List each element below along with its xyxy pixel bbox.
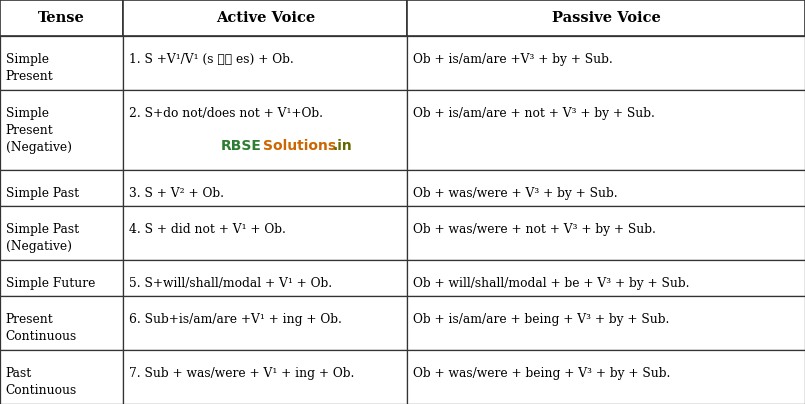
- Text: 3. S + V² + Ob.: 3. S + V² + Ob.: [129, 187, 224, 200]
- Bar: [123, 350, 407, 404]
- Bar: [0, 206, 123, 260]
- Bar: [0, 350, 123, 404]
- Text: Simple Past
(Negative): Simple Past (Negative): [6, 223, 79, 252]
- Text: 1. S +V¹/V¹ (s या es) + Ob.: 1. S +V¹/V¹ (s या es) + Ob.: [129, 53, 294, 66]
- Text: Ob + was/were + V³ + by + Sub.: Ob + was/were + V³ + by + Sub.: [413, 187, 617, 200]
- Text: 7. Sub + was/were + V¹ + ing + Ob.: 7. Sub + was/were + V¹ + ing + Ob.: [129, 367, 354, 380]
- Text: Tense: Tense: [38, 11, 85, 25]
- Text: Simple Future: Simple Future: [6, 277, 95, 290]
- Text: Simple Past: Simple Past: [6, 187, 79, 200]
- Text: 5. S+will/shall/modal + V¹ + Ob.: 5. S+will/shall/modal + V¹ + Ob.: [129, 277, 332, 290]
- Bar: [123, 90, 407, 170]
- Bar: [407, 206, 805, 260]
- Bar: [123, 206, 407, 260]
- Bar: [0, 90, 123, 170]
- Bar: [407, 36, 805, 90]
- Text: Solutions: Solutions: [262, 139, 336, 153]
- Bar: [123, 170, 407, 206]
- Text: RBSE: RBSE: [221, 139, 261, 153]
- Bar: [123, 296, 407, 350]
- Bar: [123, 36, 407, 90]
- Bar: [123, 0, 407, 36]
- Text: Ob + is/am/are + being + V³ + by + Sub.: Ob + is/am/are + being + V³ + by + Sub.: [413, 313, 669, 326]
- Bar: [407, 350, 805, 404]
- Text: Ob + will/shall/modal + be + V³ + by + Sub.: Ob + will/shall/modal + be + V³ + by + S…: [413, 277, 689, 290]
- Text: Simple
Present
(Negative): Simple Present (Negative): [6, 107, 72, 154]
- Bar: [0, 296, 123, 350]
- Text: 4. S + did not + V¹ + Ob.: 4. S + did not + V¹ + Ob.: [129, 223, 286, 236]
- Text: .in: .in: [333, 139, 353, 153]
- Bar: [407, 296, 805, 350]
- Text: Active Voice: Active Voice: [216, 11, 315, 25]
- Bar: [0, 260, 123, 296]
- Text: Ob + is/am/are + not + V³ + by + Sub.: Ob + is/am/are + not + V³ + by + Sub.: [413, 107, 654, 120]
- Text: Ob + is/am/are +V³ + by + Sub.: Ob + is/am/are +V³ + by + Sub.: [413, 53, 613, 66]
- Text: 6. Sub+is/am/are +V¹ + ing + Ob.: 6. Sub+is/am/are +V¹ + ing + Ob.: [129, 313, 341, 326]
- Text: 2. S+do not/does not + V¹+Ob.: 2. S+do not/does not + V¹+Ob.: [129, 107, 323, 120]
- Text: Ob + was/were + being + V³ + by + Sub.: Ob + was/were + being + V³ + by + Sub.: [413, 367, 671, 380]
- Text: Past
Continuous: Past Continuous: [6, 367, 77, 397]
- Bar: [0, 36, 123, 90]
- Text: Passive Voice: Passive Voice: [551, 11, 661, 25]
- Text: Ob + was/were + not + V³ + by + Sub.: Ob + was/were + not + V³ + by + Sub.: [413, 223, 656, 236]
- Bar: [407, 170, 805, 206]
- Bar: [407, 260, 805, 296]
- Bar: [0, 170, 123, 206]
- Bar: [0, 0, 123, 36]
- Bar: [407, 90, 805, 170]
- Bar: [407, 0, 805, 36]
- Bar: [123, 260, 407, 296]
- Text: Simple
Present: Simple Present: [6, 53, 53, 83]
- Text: Present
Continuous: Present Continuous: [6, 313, 77, 343]
